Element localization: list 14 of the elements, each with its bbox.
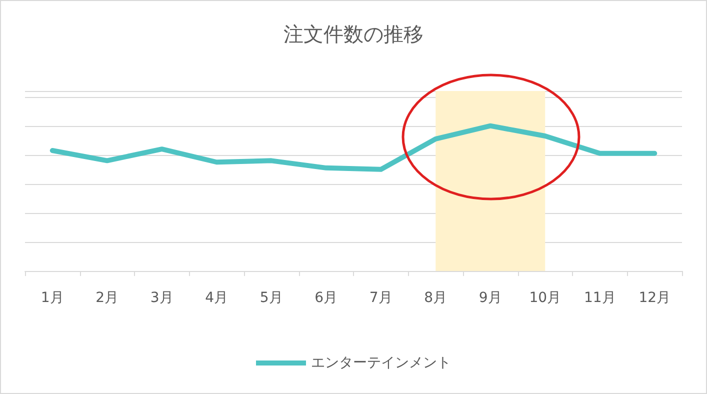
x-tick-label: 7月 (369, 290, 392, 306)
x-tick-label: 3月 (150, 290, 174, 306)
legend-label: エンターテインメント (311, 355, 451, 371)
x-tick-label: 8月 (424, 290, 448, 306)
x-tick-label: 5月 (260, 290, 283, 306)
x-tick-label: 2月 (96, 290, 119, 306)
x-tick-label: 11月 (584, 290, 616, 306)
x-tick-label: 1月 (40, 290, 64, 306)
x-tick-label: 4月 (205, 290, 228, 306)
x-tick-label: 12月 (638, 290, 671, 306)
x-tick-label: 10月 (529, 290, 562, 306)
chart-title: 注文件数の推移 (284, 22, 424, 46)
x-tick-label: 9月 (478, 290, 502, 306)
x-tick-label: 6月 (314, 290, 338, 306)
